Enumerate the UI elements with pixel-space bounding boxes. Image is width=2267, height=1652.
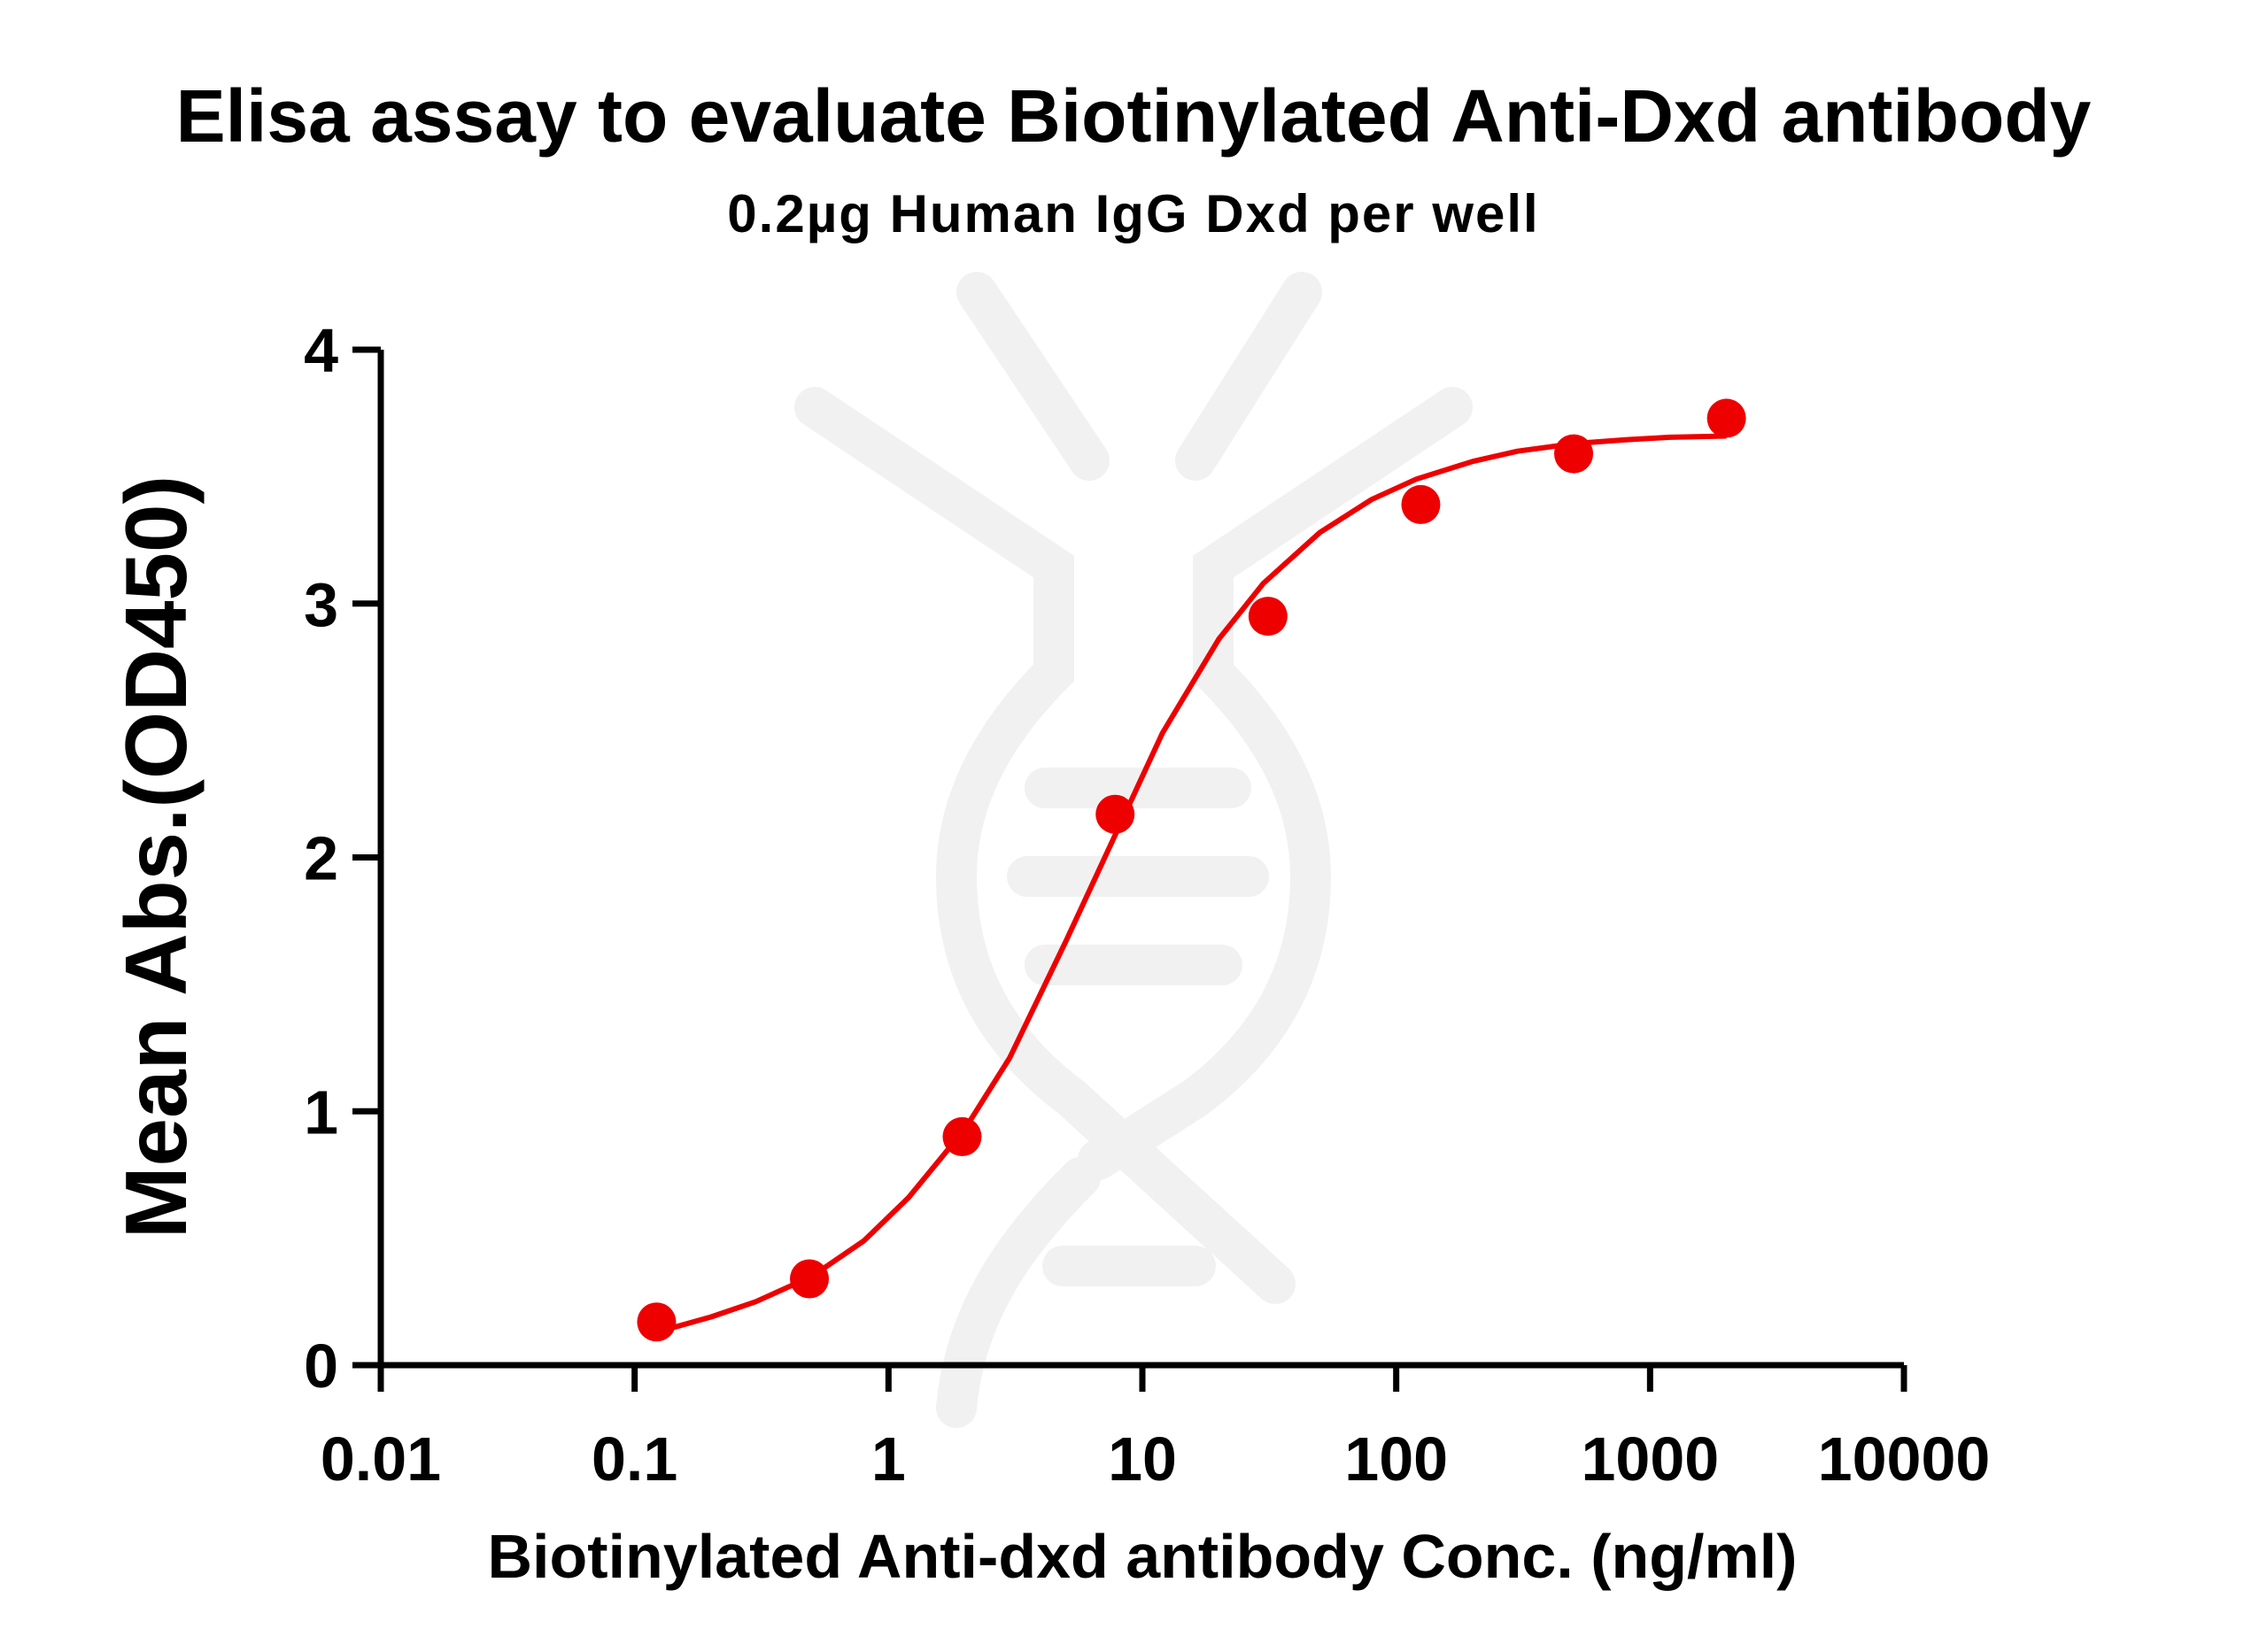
data-point <box>1554 434 1594 474</box>
x-axis-label: Biotinylated Anti-dxd antibody Conc. (ng… <box>488 1522 1798 1591</box>
x-tick-label: 1 <box>871 1424 906 1494</box>
chart-subtitle: 0.2µg Human IgG Dxd per well <box>727 184 1539 243</box>
y-tick-label: 1 <box>304 1077 338 1146</box>
data-point <box>790 1259 830 1299</box>
y-axis-label: Mean Abs.(OD450) <box>107 475 205 1239</box>
data-point <box>1706 398 1746 438</box>
y-tick-label: 4 <box>304 316 338 385</box>
data-point <box>1095 794 1135 834</box>
data-point <box>1248 597 1288 637</box>
fit-curve-group <box>655 433 1727 1335</box>
x-tick-label: 1000 <box>1581 1424 1719 1494</box>
x-tick-label: 100 <box>1344 1424 1448 1494</box>
fit-curve-line <box>655 433 1727 1335</box>
data-points <box>637 398 1746 1342</box>
y-ticks: 0 1 2 3 4 <box>304 316 381 1401</box>
data-point <box>1401 484 1441 524</box>
x-tick-label: 10000 <box>1818 1424 1991 1494</box>
chart-title: Elisa assay to evaluate Biotinylated Ant… <box>176 74 2092 158</box>
data-point <box>942 1116 982 1156</box>
y-tick-label: 3 <box>304 570 338 639</box>
data-point <box>637 1302 677 1342</box>
x-tick-label: 10 <box>1108 1424 1177 1494</box>
watermark-logo <box>794 272 1473 1428</box>
x-tick-label: 0.01 <box>321 1424 441 1494</box>
x-ticks: 0.01 0.1 1 10 100 1000 10000 <box>321 1365 1990 1494</box>
x-tick-label: 0.1 <box>592 1424 677 1494</box>
y-tick-label: 0 <box>304 1332 338 1401</box>
y-tick-label: 2 <box>304 824 338 893</box>
